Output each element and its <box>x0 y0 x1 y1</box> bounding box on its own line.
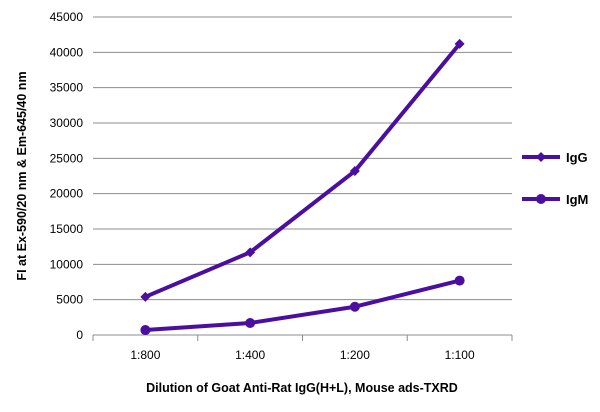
y-tick-label: 35000 <box>50 81 84 95</box>
x-tick-label: 1:100 <box>445 348 475 362</box>
y-tick-label: 5000 <box>56 293 83 307</box>
data-point <box>245 247 256 258</box>
data-point <box>454 275 465 286</box>
data-point <box>140 291 151 302</box>
y-tick-label: 0 <box>76 328 83 342</box>
y-tick-label: 45000 <box>50 10 84 24</box>
y-tick-label: 25000 <box>50 151 84 165</box>
legend-marker <box>536 152 546 162</box>
data-point <box>349 301 360 312</box>
y-tick-label: 20000 <box>50 187 84 201</box>
data-point <box>349 166 360 177</box>
series-group <box>140 38 465 336</box>
y-tick-label: 30000 <box>50 116 84 130</box>
y-tick-label: 10000 <box>50 257 84 271</box>
y-tick-label: 40000 <box>50 45 84 59</box>
x-tick-label: 1:800 <box>130 348 160 362</box>
data-point <box>140 325 151 336</box>
series-igg <box>140 38 465 302</box>
series-line <box>143 278 462 333</box>
x-axis-title: Dilution of Goat Anti-Rat IgG(H+L), Mous… <box>146 381 458 395</box>
y-axis-ticks: 0 5000 10000 15000 20000 25000 30000 35000 40000… <box>50 10 84 342</box>
data-point <box>454 38 465 49</box>
x-tick-label: 1:400 <box>235 348 265 362</box>
gridlines <box>93 16 512 301</box>
data-point <box>245 317 256 328</box>
y-axis-title: FI at Ex-590/20 nm & Em-645/40 nm <box>15 71 29 280</box>
legend: IgG IgM <box>522 150 588 207</box>
y-tick-label: 15000 <box>50 222 84 236</box>
legend-label: IgM <box>566 192 588 207</box>
series-line <box>143 41 462 299</box>
legend-item-igg: IgG <box>522 150 588 165</box>
legend-item-igm: IgM <box>522 192 588 207</box>
series-igm <box>140 275 465 336</box>
x-axis: 1:800 1:400 1:200 1:100 <box>92 334 513 362</box>
legend-marker <box>536 194 546 204</box>
legend-label: IgG <box>566 150 588 165</box>
x-tick-label: 1:200 <box>340 348 370 362</box>
